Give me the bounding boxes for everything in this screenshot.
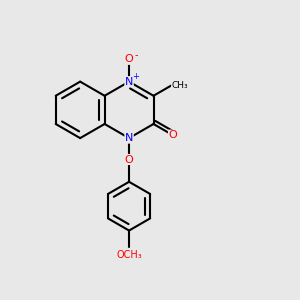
Text: CH₃: CH₃ [172,81,188,90]
Text: OCH₃: OCH₃ [116,250,142,260]
Text: -: - [135,50,138,60]
Text: N: N [125,133,133,143]
Text: O: O [168,130,177,140]
Text: O: O [125,154,134,164]
Text: O: O [125,54,134,64]
Text: +: + [132,72,139,81]
Text: N: N [125,76,133,87]
